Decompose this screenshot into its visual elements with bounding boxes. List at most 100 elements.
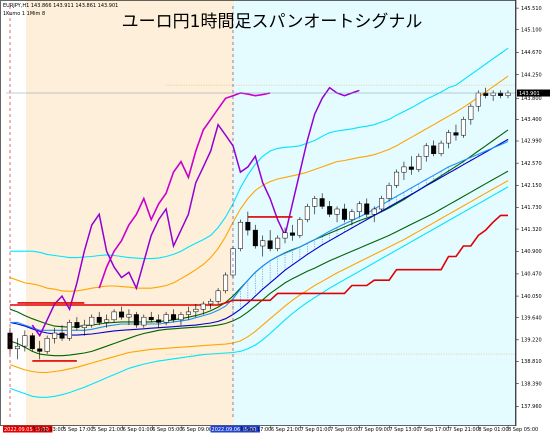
series-line-5 xyxy=(9,186,509,398)
candle-body xyxy=(215,290,221,302)
candle-body xyxy=(245,221,251,231)
candle-body xyxy=(141,316,147,326)
candle-body xyxy=(237,221,243,249)
candle-body xyxy=(408,166,414,170)
candle-body xyxy=(356,203,362,212)
candle-body xyxy=(304,206,310,220)
candle-body xyxy=(22,335,28,347)
x-tick-label: 5 Sep 13:00 xyxy=(34,427,64,433)
candle-body xyxy=(289,232,295,236)
x-tick-label: 7 Sep 13:00 xyxy=(389,427,419,433)
candle-body xyxy=(341,208,347,220)
candle-body xyxy=(475,92,481,107)
candle-body xyxy=(148,316,154,321)
candle-body xyxy=(364,203,370,215)
candle-body xyxy=(401,166,407,173)
candle-body xyxy=(349,211,355,220)
y-tick-label: 145.510 xyxy=(521,6,542,12)
y-tick-label: 138.810 xyxy=(521,359,542,365)
candle-body xyxy=(267,240,273,249)
x-tick-label: 6 Sep 21:00 xyxy=(271,427,301,433)
candle-body xyxy=(505,92,511,96)
candle-body xyxy=(282,232,288,239)
symbol-info: EURJPY,H1 143.866 143.911 143.861 143.90… xyxy=(3,3,118,9)
series-line-6 xyxy=(9,138,509,336)
candle-body xyxy=(96,316,102,323)
candle-body xyxy=(14,345,20,350)
candle-body xyxy=(208,301,214,305)
candle-body xyxy=(163,314,169,323)
candle-body xyxy=(371,208,377,215)
candle-body xyxy=(490,92,496,96)
candle-body xyxy=(104,319,110,323)
series-line-8 xyxy=(10,214,508,306)
candle-body xyxy=(156,319,162,323)
y-tick-label: 142.570 xyxy=(521,161,542,167)
x-tick-label: 6 Sep 01:00 xyxy=(123,427,153,433)
candle-body xyxy=(438,142,444,154)
y-tick-label: 141.730 xyxy=(521,205,542,211)
candle-body xyxy=(81,324,87,328)
series-line-3 xyxy=(9,170,509,357)
y-tick-label: 137.960 xyxy=(521,404,542,410)
x-tick-label: 6 Sep 05:00 xyxy=(152,427,182,433)
candle-body xyxy=(431,145,437,154)
candle-body xyxy=(416,156,422,170)
series-line-0 xyxy=(10,47,509,260)
x-tick-label: 2022.09.05 13:00 xyxy=(4,427,49,433)
chart-title: ユーロ円1時間足スパンオートシグナル xyxy=(122,12,423,32)
series-line-4 xyxy=(9,180,509,374)
lagging-span-line xyxy=(31,86,360,338)
candle-body xyxy=(133,314,139,326)
candle-body xyxy=(423,145,429,157)
candle-body xyxy=(453,132,459,136)
candle-body xyxy=(460,119,466,136)
candle-body xyxy=(327,206,333,215)
x-tick-label: 8 Sep 05:00 xyxy=(508,427,538,433)
candle-body xyxy=(394,171,400,186)
candle-body xyxy=(223,274,229,292)
y-tick-label: 143.400 xyxy=(521,117,542,123)
candle-body xyxy=(44,338,50,352)
x-tick-label: 7 Sep 01:00 xyxy=(300,427,330,433)
y-tick-label: 144.250 xyxy=(521,72,542,78)
candle-body xyxy=(52,332,58,339)
candle-body xyxy=(29,335,35,350)
price-axis xyxy=(516,0,552,435)
y-tick-label: 139.220 xyxy=(521,338,542,344)
candle-body xyxy=(498,92,504,96)
y-tick-label: 140.470 xyxy=(521,272,542,278)
candle-body xyxy=(319,198,325,207)
candle-body xyxy=(260,240,266,247)
candle-body xyxy=(178,314,184,321)
candle-body xyxy=(89,316,95,326)
x-tick-label: 7 Sep 05:00 xyxy=(330,427,360,433)
y-tick-label: 141.320 xyxy=(521,227,542,233)
x-tick-label: 6 Sep 09:00 xyxy=(182,427,212,433)
x-highlight-badge xyxy=(210,425,260,433)
y-tick-label: 140.900 xyxy=(521,249,542,255)
x-tick-label: 7 Sep 17:00 xyxy=(419,427,449,433)
y-tick-label: 138.390 xyxy=(521,381,542,387)
candle-body xyxy=(252,229,258,247)
x-tick-label: 5 Sep 17:00 xyxy=(63,427,93,433)
candle-body xyxy=(312,198,318,207)
series-line-1 xyxy=(9,75,509,292)
candle-body xyxy=(193,308,199,313)
candle-body xyxy=(483,92,489,96)
candle-body xyxy=(66,322,72,339)
price-badge-label: 143.901 xyxy=(519,91,540,97)
candle-body xyxy=(468,105,474,120)
y-tick-label: 140.050 xyxy=(521,294,542,300)
candle-body xyxy=(126,314,132,318)
y-tick-label: 144.670 xyxy=(521,50,542,56)
candle-body xyxy=(37,348,43,352)
indicator-info: 1Kumo 1 1Mim 8 xyxy=(3,11,45,17)
candle-body xyxy=(297,219,303,236)
y-tick-label: 145.100 xyxy=(521,27,542,33)
candle-body xyxy=(200,303,206,310)
x-tick-label: 7 Sep 09:00 xyxy=(360,427,390,433)
x-tick-label: 7 Sep 21:00 xyxy=(449,427,479,433)
